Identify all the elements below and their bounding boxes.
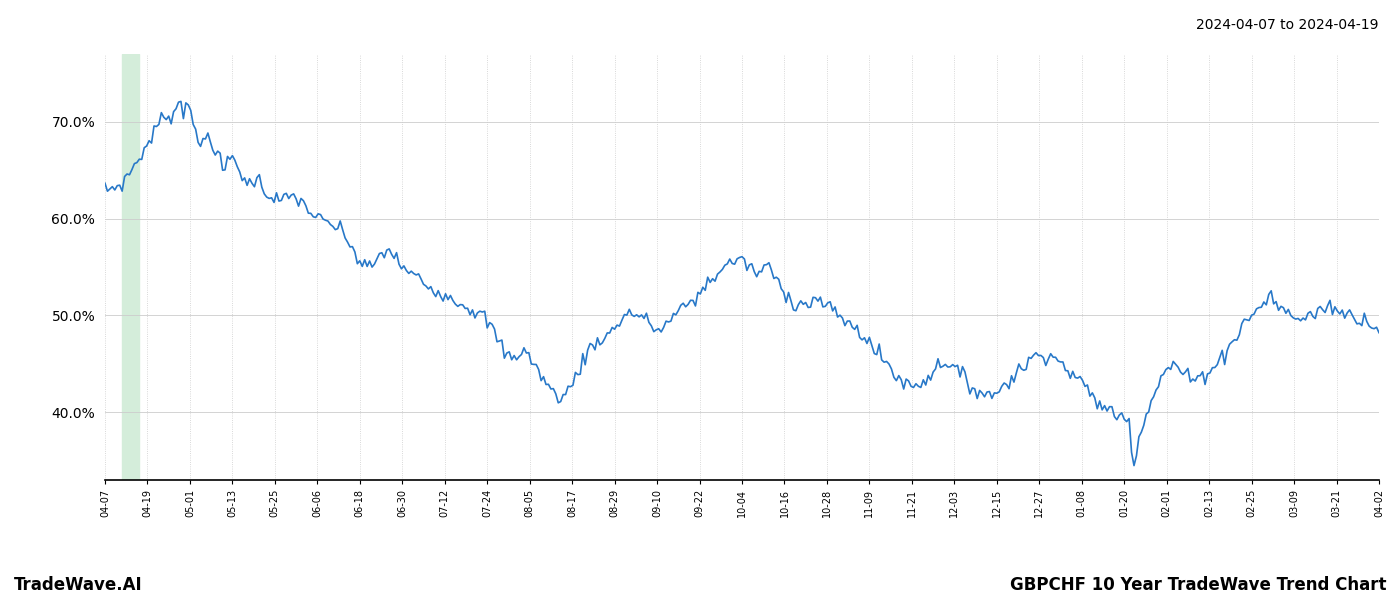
- Text: TradeWave.AI: TradeWave.AI: [14, 576, 143, 594]
- Text: 2024-04-07 to 2024-04-19: 2024-04-07 to 2024-04-19: [1197, 18, 1379, 32]
- Text: GBPCHF 10 Year TradeWave Trend Chart: GBPCHF 10 Year TradeWave Trend Chart: [1009, 576, 1386, 594]
- Bar: [122, 54, 140, 480]
